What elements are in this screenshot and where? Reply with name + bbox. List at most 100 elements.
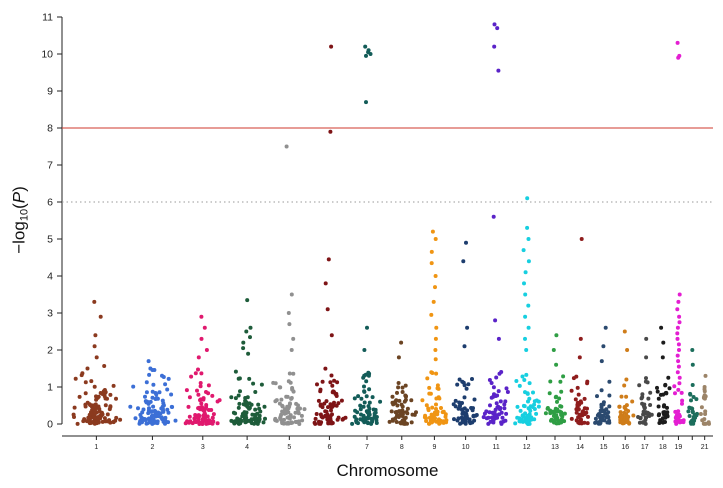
y-tick-label-3: 3 [47,308,53,320]
snp-point [593,420,598,425]
snp-point [557,396,562,401]
snp-point [630,399,635,404]
snp-point [676,409,681,414]
y-axis-title-close-paren: ) [9,186,29,192]
snp-point [666,375,671,380]
snp-point [198,398,202,403]
snp-point [525,413,530,418]
snp-point [491,385,496,390]
snp-point [144,380,149,385]
snp-point [111,419,116,424]
snp-point [204,420,209,425]
snp-point [151,404,156,409]
snp-point [575,385,580,390]
snp-point [496,389,501,394]
snp-point [150,389,155,394]
x-tick-label-chr13: 13 [551,444,559,451]
snp-point [107,418,112,423]
snp-point [100,412,105,417]
snp-point [102,364,107,368]
snp-point-peak [603,325,608,330]
snp-point [429,420,434,425]
snp-point [453,404,458,409]
snp-point [318,387,323,392]
x-tick-label-chr3: 3 [201,444,205,451]
chr11-points [481,22,510,426]
snp-point [320,405,325,410]
x-tick-label-chr1: 1 [94,444,98,451]
snp-point-peak [677,320,682,325]
chr4-points [229,298,267,426]
snp-point [395,403,400,408]
snp-point [680,401,684,406]
snp-point-peak [677,381,682,386]
snp-point [289,420,294,425]
snp-point [691,395,696,399]
x-tick-label-chr14: 14 [576,444,584,451]
chr17-points [636,336,654,426]
snp-point [198,381,203,385]
snp-point [239,418,244,423]
snp-point [364,379,369,384]
snp-point [655,389,660,394]
snp-point [146,417,151,421]
snp-point [159,415,164,420]
snp-point-peak [465,325,470,330]
snp-point [75,421,80,426]
x-tick-label-chr16: 16 [621,444,629,451]
chr2-points [128,359,178,426]
snp-point-peak [196,355,201,360]
snp-point [522,378,527,382]
snp-point [211,419,216,424]
snp-point-peak [241,340,246,345]
snp-point [462,395,467,400]
snp-point [166,420,171,425]
snp-point [372,411,377,416]
snp-point [89,379,94,384]
snp-point [582,412,587,417]
snp-point [707,421,711,426]
snp-point [607,393,612,398]
snp-point-peak [676,299,681,304]
snp-point [702,417,707,422]
snp-point-peak [690,348,695,352]
snp-point [444,420,449,425]
snp-point-peak [554,362,559,367]
snp-point [95,417,100,422]
chr12-points [513,196,541,426]
snp-point [251,381,256,386]
snp-point [394,410,399,414]
snp-point [316,398,321,403]
snp-point [353,408,358,413]
snp-point [515,415,520,420]
snp-point [595,394,599,399]
snp-point [206,408,211,412]
snp-point [150,413,155,418]
snp-point [427,385,432,390]
chr3-points [183,314,222,426]
snp-point [72,415,76,419]
snp-point [487,378,492,382]
snp-point [324,409,329,414]
snp-point [526,399,530,404]
snp-point [404,410,409,415]
snp-point [586,414,590,419]
snp-point-peak [364,100,368,105]
snp-point [524,372,529,377]
snp-point [253,407,258,412]
y-tick-label-0: 0 [47,419,53,431]
snp-point [402,399,407,404]
snp-point-peak [329,333,334,338]
snp-point [486,415,491,420]
snp-point [288,401,292,406]
snp-point [160,406,165,411]
snp-point [585,381,590,386]
snp-point [378,399,383,404]
snp-point-peak [433,336,438,341]
x-tick-label-chr5: 5 [287,444,291,451]
snp-point [210,393,215,398]
snp-point [663,410,668,415]
snp-point [641,420,646,425]
snp-point [367,387,372,392]
snp-point [437,420,442,425]
